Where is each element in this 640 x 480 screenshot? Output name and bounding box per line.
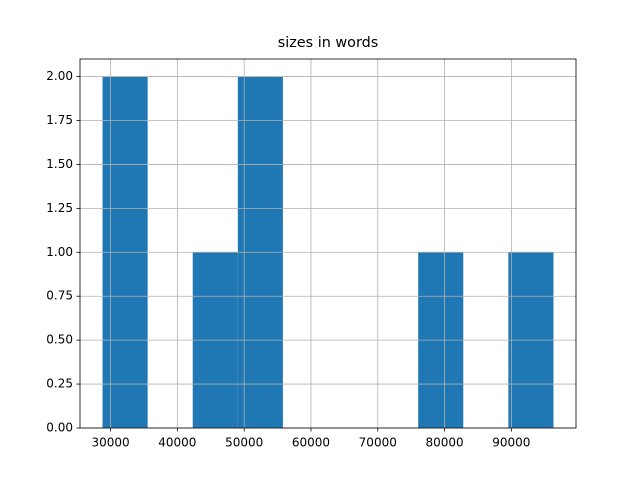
y-tick-label: 1.00: [46, 245, 73, 259]
y-tick-label: 0.50: [46, 333, 73, 347]
y-tick-label: 0.75: [46, 289, 73, 303]
y-tick-label: 2.00: [46, 69, 73, 83]
x-tick-label: 70000: [359, 436, 397, 450]
plot-frame: [79, 58, 577, 429]
y-tick-label: 0.00: [46, 421, 73, 435]
x-tick-label: 80000: [425, 436, 463, 450]
y-tick-label: 1.50: [46, 157, 73, 171]
x-tick-label: 30000: [91, 436, 129, 450]
y-tick-label: 1.25: [46, 201, 73, 215]
y-tick-label: 0.25: [46, 377, 73, 391]
chart-title: sizes in words: [278, 35, 379, 51]
x-tick-label: 60000: [292, 436, 330, 450]
y-tick-label: 1.75: [46, 113, 73, 127]
x-tick-label: 50000: [225, 436, 263, 450]
x-tick-label: 90000: [492, 436, 530, 450]
x-tick-label: 40000: [158, 436, 196, 450]
